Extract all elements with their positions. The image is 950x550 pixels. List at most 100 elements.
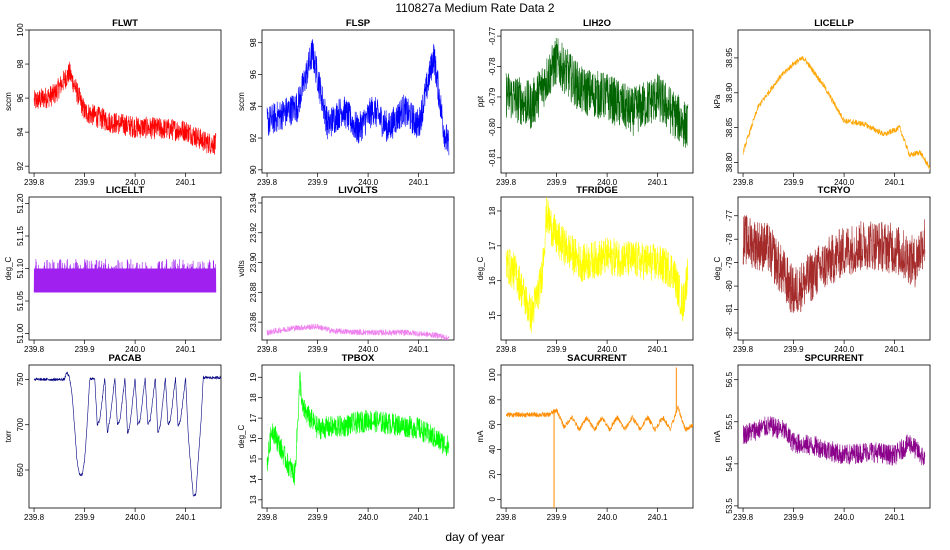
series-line [742,55,930,170]
plot-frame [28,29,222,174]
y-tick-label: 15 [249,454,258,463]
y-tick-label: 38.95 [725,47,734,68]
panel-title: FLWT [112,18,138,29]
panel-title: SPCURRENT [804,353,863,364]
y-axis-label: volts [237,260,246,276]
series-line [742,215,926,313]
series-line [505,37,689,148]
panel-title: FLSP [346,18,371,29]
y-tick-label: 750 [16,372,25,386]
series-line [266,39,450,156]
y-axis-label: deg_C [237,424,246,448]
series-group [742,416,926,466]
series-line [505,405,693,432]
x-tick-label: 239.9 [308,513,329,522]
series-line [266,371,450,486]
series-group [266,323,450,340]
x-tick-label: 240.1 [176,345,197,354]
y-tick-label: 38.90 [725,82,734,103]
plot-frame [261,29,455,174]
y-tick-label: 650 [16,463,25,477]
series-line [742,416,926,466]
x-tick-label: 239.9 [784,345,805,354]
panel-licellt: LICELLT 239.8 239.9 240.0 240.1 51.00 51.05 51.… [4,185,222,354]
panel-sacurrent: SACURRENT 239.8 239.9 240.0 240.1 0 20 40 60 80 10… [476,353,694,522]
y-tick-label: 38.85 [725,117,734,138]
y-tick-label: 16 [249,434,258,443]
x-tick-label: 240.1 [176,513,197,522]
series-group [505,37,689,148]
panel-title: TPBOX [342,353,375,364]
y-tick-label: -0.80 [488,118,497,137]
plot-frame [261,364,455,509]
y-tick-label: 23.86 [249,312,258,333]
x-tick-label: 240.0 [597,513,618,522]
x-tick-label: 239.8 [257,513,278,522]
y-tick-label: 23.88 [249,282,258,303]
panel-title: PACAB [108,353,141,364]
y-tick-label: -77 [725,209,734,221]
x-tick-label: 239.9 [308,345,329,354]
y-tick-label: -79 [725,256,734,268]
x-tick-label: 240.0 [358,345,379,354]
x-tick-label: 240.0 [358,513,379,522]
y-tick-label: 18 [488,206,497,215]
y-axis-label: deg_C [476,256,485,280]
y-axis-label: deg_C [4,256,13,280]
y-tick-label: 0 [488,497,497,502]
y-tick-label: 98 [16,59,25,68]
plot-frame [737,196,931,341]
x-tick-label: 240.1 [885,513,906,522]
y-axis-label: torr [4,430,13,442]
x-tick-label: 240.1 [648,178,669,187]
panel-pacab: PACAB 239.8 239.9 240.0 240.1 650 700 750 torr [4,353,222,522]
y-tick-label: 80 [488,395,497,404]
panel-title: SACURRENT [567,353,627,364]
x-tick-label: 239.8 [24,178,45,187]
y-tick-label: 16 [488,276,497,285]
x-tick-label: 239.9 [75,178,96,187]
y-tick-label: 23.90 [249,252,258,273]
y-tick-label: -0.79 [488,87,497,106]
x-tick-label: 239.8 [257,345,278,354]
y-tick-label: 40 [488,445,497,454]
series-group [505,367,693,508]
y-tick-label: 14 [249,474,258,483]
y-tick-label: 19 [249,372,258,381]
y-axis-label: sccm [237,92,246,111]
x-tick-label: 240.0 [597,178,618,187]
series-group [742,215,926,313]
y-tick-label: 51.20 [16,193,25,214]
y-tick-label: 96 [249,69,258,78]
y-tick-label: -0.81 [488,148,497,167]
y-axis-label: sccm [4,92,13,111]
series-line [33,258,217,293]
panel-title: LICELLT [106,185,145,196]
plot-frame [500,29,694,174]
x-tick-label: 240.0 [597,345,618,354]
y-axis-label: ppt [476,95,485,107]
series-group [33,371,221,497]
series-line [33,61,217,155]
series-group [33,258,217,293]
x-tick-label: 239.8 [733,345,754,354]
y-tick-label: -0.77 [488,26,497,45]
x-tick-label: 239.9 [75,513,96,522]
panel-tfridge: TFRIDGE 239.8 239.9 240.0 240.1 15 16 17 18 deg_C [476,185,694,354]
y-tick-label: 100 [488,368,497,382]
page-title: 110827a Medium Rate Data 2 [395,1,555,15]
x-tick-label: 240.1 [409,178,430,187]
y-tick-label: -81 [725,303,734,315]
x-tick-label: 240.1 [176,178,197,187]
x-tick-label: 240.1 [885,345,906,354]
y-tick-label: -82 [725,327,734,339]
x-tick-label: 239.8 [733,513,754,522]
panel-flwt: FLWT 239.8 239.9 240.0 240.1 92 94 96 98 100 sccm [4,18,222,187]
y-axis-label: mA [476,430,485,443]
y-tick-label: 17 [488,241,497,250]
y-tick-label: 53.5 [725,498,734,514]
y-tick-label: 60 [488,420,497,429]
x-tick-label: 239.8 [257,178,278,187]
panel-flsp: FLSP 239.8 239.9 240.0 240.1 90 92 94 96 98 sccm [237,18,455,187]
